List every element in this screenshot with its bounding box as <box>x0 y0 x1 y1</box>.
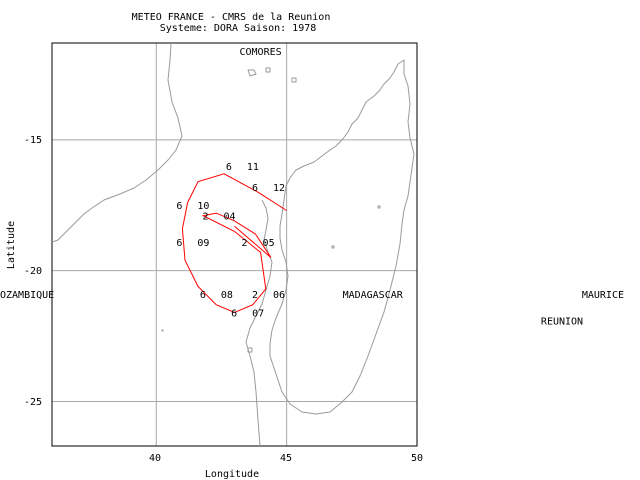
graticule-grid <box>52 43 417 446</box>
track-marker-hour-5: 2 <box>242 238 248 249</box>
x-axis-label: Longitude <box>205 469 259 480</box>
track-marker-hour-0: 6 <box>226 162 232 173</box>
comoros-islet-3 <box>291 77 297 83</box>
track-markers: 6 116 126 102 046 09 2 056 08 2 066 07 <box>176 162 285 320</box>
y-tick-minus20: -20 <box>24 266 42 277</box>
coastline-layer <box>51 42 415 447</box>
place-label-madagascar: MADAGASCAR <box>343 290 404 301</box>
track-marker-day-4: 09 <box>197 238 209 249</box>
track-marker-day-1: 12 <box>273 183 285 194</box>
bassas-islet <box>161 329 164 332</box>
place-label-comores: COMORES <box>239 47 281 58</box>
header-title: METEO FRANCE - CMRS de la Reunion <box>132 12 331 23</box>
cyclone-track-line <box>181 173 287 314</box>
madagascar-coastline <box>269 59 415 415</box>
small-islet <box>377 205 381 209</box>
track-marker-day-0: 11 <box>247 162 259 173</box>
place-label-ozambique: OZAMBIQUE <box>0 290 54 301</box>
x-tick-40: 40 <box>149 453 161 464</box>
track-marker-day-6: 08 <box>221 290 233 301</box>
track-marker-hour-6: 6 <box>200 290 206 301</box>
mozambique-coastline <box>245 199 273 447</box>
place-labels: OZAMBIQUE MADAGASCAR MAURICE REUNION COMORES <box>0 47 624 328</box>
track-marker-hour-3: 2 <box>202 212 208 223</box>
y-tick-minus25: -25 <box>24 397 42 408</box>
place-label-maurice: MAURICE <box>582 290 624 301</box>
y-tick-minus15: -15 <box>24 135 42 146</box>
comoros-islet-1 <box>247 69 257 77</box>
track-marker-hour-7: 2 <box>252 290 258 301</box>
comoros-islet-2 <box>265 67 271 73</box>
plot-frame <box>51 42 418 447</box>
juan-de-nova-islet <box>331 245 335 249</box>
y-tick-labels: -15 -20 -25 <box>24 135 42 408</box>
europa-islet <box>247 347 253 353</box>
y-axis-label: Latitude <box>6 221 17 269</box>
africa-coastline <box>51 42 183 243</box>
track-marker-day-5: 05 <box>263 238 275 249</box>
place-label-reunion: REUNION <box>541 316 583 327</box>
track-marker-day-3: 04 <box>223 212 235 223</box>
track-marker-day-8: 07 <box>252 309 264 320</box>
track-marker-day-7: 06 <box>273 290 285 301</box>
x-tick-labels: 40 45 50 <box>149 453 423 464</box>
x-tick-45: 45 <box>280 453 292 464</box>
track-marker-hour-2: 6 <box>176 201 182 212</box>
track-marker-hour-8: 6 <box>231 309 237 320</box>
x-tick-50: 50 <box>411 453 423 464</box>
track-marker-hour-4: 6 <box>176 238 182 249</box>
header-subtitle: Systeme: DORA Saison: 1978 <box>160 23 317 34</box>
track-marker-hour-1: 6 <box>252 183 258 194</box>
track-marker-day-2: 10 <box>197 201 209 212</box>
